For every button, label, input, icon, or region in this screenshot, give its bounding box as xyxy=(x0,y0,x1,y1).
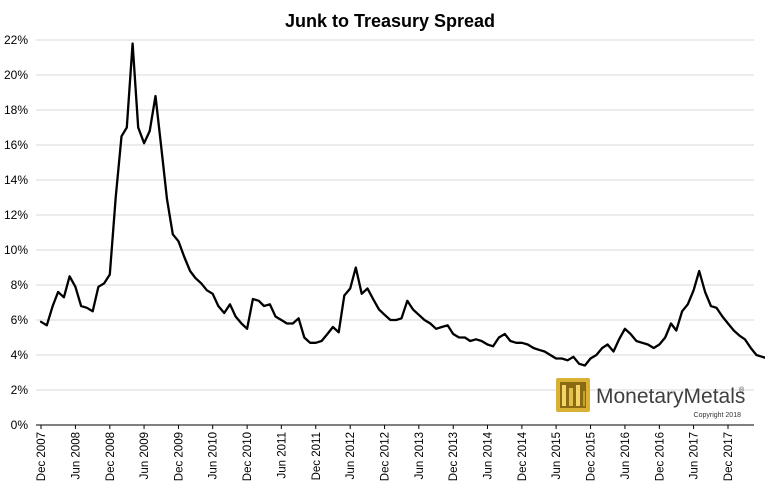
x-tick-label: Dec 2015 xyxy=(586,432,598,481)
y-tick-label: 12% xyxy=(4,208,28,222)
x-tick-label: Dec 2010 xyxy=(242,432,254,481)
x-tick-label: Jun 2012 xyxy=(345,432,357,479)
logo-copyright: Copyright 2018 xyxy=(694,412,742,419)
y-tick-label: 14% xyxy=(4,173,28,187)
x-tick-label: Jun 2014 xyxy=(482,431,494,479)
logo-text: MonetaryMetals xyxy=(596,385,745,408)
y-axis-ticks: 0% 2% 4% 6% 8% 10% 12% 14% 16% 18% 20% 22% xyxy=(4,33,28,432)
y-tick-label: 22% xyxy=(4,33,28,47)
x-tick-label: Jun 2009 xyxy=(139,432,151,479)
y-tick-label: 6% xyxy=(11,313,29,327)
y-tick-label: 8% xyxy=(11,278,29,292)
y-tick-label: 20% xyxy=(4,68,28,82)
series-layer xyxy=(39,42,765,367)
y-tick-label: 18% xyxy=(4,103,28,117)
x-tick-label: Jun 2015 xyxy=(551,432,563,479)
logo-registered: ® xyxy=(739,386,745,394)
x-tick-label: Dec 2016 xyxy=(654,432,666,481)
x-tick-label: Dec 2007 xyxy=(36,432,48,481)
x-tick-label: Jun 2017 xyxy=(689,432,701,479)
y-tick-label: 16% xyxy=(4,138,28,152)
x-tick-label: Jun 2010 xyxy=(208,432,220,479)
x-tick-label: Jun 2016 xyxy=(620,432,632,479)
x-tick-label: Jun 2013 xyxy=(414,432,426,479)
logo-mark-icon xyxy=(556,378,590,412)
y-tick-label: 0% xyxy=(11,418,29,432)
x-tick-label: Dec 2014 xyxy=(517,431,529,481)
x-axis-ticks: Dec 2007 Jun 2008 Dec 2008 Jun 2009 Dec 2009… xyxy=(36,425,735,481)
x-tick-label: Dec 2011 xyxy=(311,432,323,480)
x-tick-label: Dec 2012 xyxy=(380,432,392,481)
x-tick-label: Dec 2013 xyxy=(448,432,460,481)
x-tick-label: Dec 2009 xyxy=(173,432,185,481)
x-tick-label: Dec 2008 xyxy=(105,432,117,481)
chart-title: Junk to Treasury Spread xyxy=(285,11,495,31)
x-tick-label: Dec 2017 xyxy=(723,432,735,481)
x-tick-label: Jun 2011 xyxy=(276,432,288,478)
gridlines xyxy=(36,39,754,391)
y-tick-label: 4% xyxy=(11,348,29,362)
logo: MonetaryMetals ® Copyright 2018 xyxy=(556,378,745,419)
series-line xyxy=(39,42,765,367)
x-tick-label: Jun 2008 xyxy=(70,432,82,479)
y-tick-label: 2% xyxy=(11,383,29,397)
y-tick-label: 10% xyxy=(4,243,28,257)
